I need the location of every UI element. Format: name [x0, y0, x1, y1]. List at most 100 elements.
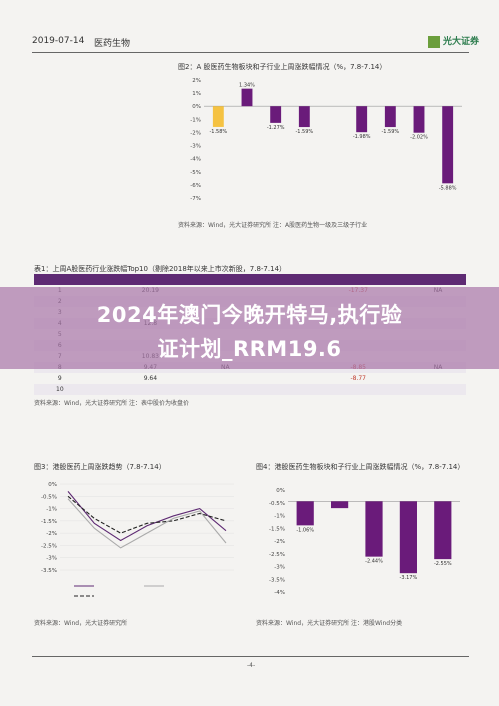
y-tick-label: -4%	[190, 157, 201, 163]
banner-line2: 证计划_RRM19.6	[157, 337, 342, 361]
y-tick-label: -2%	[274, 539, 285, 545]
table-row: 9 9.64 -8.77	[34, 373, 466, 384]
table-cell	[289, 373, 307, 384]
table-cell: 9	[57, 375, 62, 382]
y-tick-label: -0.5%	[41, 494, 57, 500]
banner-line1: 2024年澳门今晚开特马,执行验	[96, 303, 403, 327]
y-tick-label: -2.5%	[41, 543, 57, 549]
y-tick-label: 0%	[192, 104, 201, 110]
table-row: 10	[34, 384, 466, 395]
y-tick-label: -2%	[190, 130, 201, 136]
bar	[298, 106, 310, 128]
column-header	[197, 274, 254, 285]
bar-data-label: -2.02%	[410, 135, 428, 141]
series-line	[67, 495, 227, 534]
y-tick-label: -1%	[190, 117, 201, 123]
bar	[399, 501, 417, 574]
table-cell: 10	[34, 384, 86, 395]
column-header	[288, 274, 307, 285]
bar-data-label: -1.27%	[267, 125, 285, 131]
fig3-title: 图3：港股医药上周涨跌趋势（7.8-7.14）	[34, 463, 166, 471]
y-tick-label: -2.5%	[269, 552, 285, 558]
page-header: 2019-07-14 医药生物 光大证券	[32, 34, 479, 50]
table-cell: 9.64	[143, 375, 158, 382]
column-header	[306, 274, 411, 285]
y-tick-label: -1.5%	[41, 519, 57, 525]
bar-data-label: -1.59%	[295, 129, 313, 135]
table-cell	[288, 384, 307, 395]
fig3-source: 资料来源：Wind，光大证券研究所	[34, 620, 128, 627]
y-tick-label: -4%	[274, 590, 285, 596]
table-cell	[253, 373, 271, 384]
table-cell	[103, 384, 198, 395]
report-date: 2019-07-14	[32, 36, 85, 46]
bar	[413, 106, 425, 133]
bar-data-label: 1.34%	[239, 83, 255, 89]
y-tick-label: -1.5%	[269, 526, 285, 532]
bar	[212, 106, 224, 127]
y-tick-label: 1%	[192, 91, 201, 97]
y-tick-label: -6%	[190, 183, 201, 189]
y-tick-label: 0%	[48, 482, 57, 488]
footer-divider	[32, 656, 469, 657]
column-header	[85, 274, 104, 285]
y-tick-label: -2%	[46, 531, 57, 537]
bar-data-label: -1.06%	[296, 527, 314, 533]
column-header	[253, 274, 271, 285]
bar-data-label: -1.59%	[381, 129, 399, 135]
bar-data-label: -1.98%	[353, 134, 371, 140]
y-tick-label: -7%	[190, 196, 201, 202]
bar	[384, 106, 396, 128]
table-header-row	[34, 274, 466, 285]
logo-mark-icon	[427, 35, 440, 48]
y-tick-label: -3.5%	[269, 577, 285, 583]
table-cell	[410, 384, 466, 395]
bar-data-label: -2.55%	[434, 561, 452, 567]
bar	[356, 106, 368, 133]
bar	[296, 501, 314, 526]
table-cell	[270, 384, 289, 395]
y-tick-label: -0.5%	[269, 501, 285, 507]
bar	[365, 501, 383, 557]
y-tick-label: -1%	[46, 507, 57, 513]
column-header	[270, 274, 289, 285]
table1-source: 资料来源：Wind，光大证券研究所 注：表中股价为收盘价	[34, 400, 189, 407]
logo-text: 光大证券	[442, 37, 479, 47]
bar	[434, 501, 452, 560]
table-cell	[86, 373, 104, 384]
table1-title: 表1：上周A股医药行业涨跌幅Top10（剔除2018年以来上市次新股，7.8-7…	[34, 265, 287, 273]
fig3-chart: 0% -0.5% -1% -1.5% -2% -2.5% -3% -3.5%	[41, 482, 234, 597]
table-cell	[85, 384, 104, 395]
table-cell	[197, 384, 254, 395]
fig2-source: 资料来源：Wind，光大证券研究所 注：A股医药生物一级及三级子行业	[178, 222, 368, 229]
brand-logo: 光大证券	[427, 34, 479, 48]
y-tick-label: 0%	[276, 488, 285, 494]
bar-data-label: -3.17%	[400, 575, 418, 581]
bar-data-label: -5.88%	[439, 185, 457, 191]
column-header	[103, 274, 198, 285]
table-cell	[271, 373, 289, 384]
column-header	[410, 274, 466, 285]
y-tick-label: -3%	[190, 144, 201, 150]
y-tick-label: 2%	[192, 78, 201, 84]
table-cell	[253, 384, 271, 395]
series-line	[67, 491, 227, 542]
y-tick-label: -3.5%	[41, 568, 57, 574]
report-sector: 医药生物	[94, 39, 131, 49]
bar-data-label: -2.44%	[365, 559, 383, 565]
y-tick-label: -1%	[274, 514, 285, 520]
y-tick-label: -3%	[274, 565, 285, 571]
y-tick-label: -5%	[190, 170, 201, 176]
table-cell: -8.77	[350, 375, 366, 382]
series-line	[67, 498, 227, 549]
bar	[270, 106, 282, 123]
bar	[331, 501, 349, 509]
fig4-title: 图4：港股医药生物板块和子行业上周涨跌幅情况（%，7.8-7.14）	[256, 463, 465, 471]
overlay-banner: 2024年澳门今晚开特马,执行验 证计划_RRM19.6	[0, 287, 499, 369]
column-header	[34, 274, 86, 285]
table-cell	[410, 373, 466, 384]
fig2-title: 图2：A 股医药生物板块和子行业上周涨跌幅情况（%，7.8-7.14）	[178, 63, 387, 71]
page-number: -4-	[247, 662, 256, 669]
bar	[241, 88, 253, 107]
